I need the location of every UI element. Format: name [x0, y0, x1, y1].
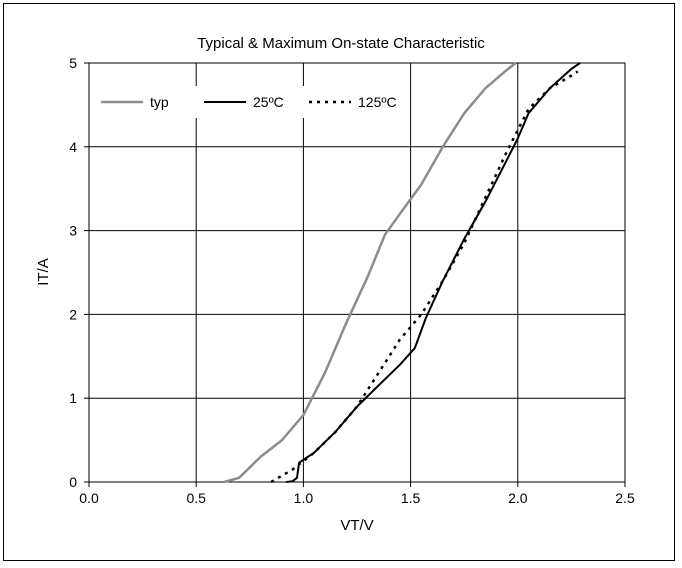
x-tick-label: 0.0 — [79, 490, 99, 506]
y-tick-label: 3 — [69, 223, 77, 239]
grid-lines — [84, 62, 626, 487]
y-axis-label: IT/A — [35, 258, 52, 286]
legend-label-2: 125ºC — [358, 94, 397, 110]
x-axis-label: VT/V — [340, 517, 373, 534]
x-tick-labels: 0.0 0.5 1.0 1.5 2.0 2.5 — [79, 490, 635, 506]
y-tick-label: 1 — [69, 390, 77, 406]
y-tick-label: 2 — [69, 306, 77, 322]
x-tick-label: 1.5 — [401, 490, 421, 506]
chart-title: Typical & Maximum On-state Characteristi… — [197, 35, 485, 52]
x-tick-label: 1.0 — [294, 490, 314, 506]
chart-frame: Typical & Maximum On-state Characteristi… — [3, 3, 675, 561]
y-tick-label: 0 — [69, 474, 77, 490]
series-line-2 — [270, 70, 579, 484]
legend-label-1: 25ºC — [253, 94, 284, 110]
plot-area — [88, 62, 626, 483]
x-tick-label: 0.5 — [186, 490, 206, 506]
y-tick-labels: 0 1 2 3 4 5 — [69, 55, 77, 490]
on-state-chart: Typical & Maximum On-state Characteristi… — [35, 35, 635, 534]
y-tick-label: 4 — [69, 139, 77, 155]
series-line-0 — [223, 62, 517, 484]
series-layer — [223, 62, 581, 484]
series-line-1 — [286, 62, 581, 483]
legend-label-0: typ — [150, 94, 169, 110]
legend: typ 25ºC 125ºC — [97, 86, 397, 118]
x-tick-label: 2.0 — [508, 490, 528, 506]
y-tick-label: 5 — [69, 55, 77, 71]
x-tick-label: 2.5 — [615, 490, 635, 506]
